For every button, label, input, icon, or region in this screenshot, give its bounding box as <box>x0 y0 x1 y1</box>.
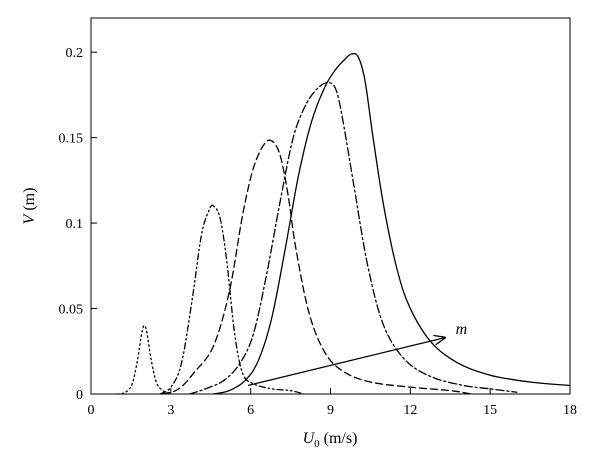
x-tick-label: 18 <box>563 403 577 418</box>
series-line-dashed <box>162 139 473 395</box>
x-tick-label: 12 <box>403 403 417 418</box>
x-tick-label: 15 <box>483 403 497 418</box>
x-axis-label: U0 (m/s) <box>303 430 358 450</box>
y-axis-label: V (m) <box>21 188 38 225</box>
x-tick-label: 9 <box>327 403 334 418</box>
series-line-dash-dot <box>188 81 518 395</box>
series-line-solid <box>212 52 571 395</box>
y-tick-label: 0.1 <box>66 217 84 232</box>
series-group <box>116 52 571 395</box>
plot-frame <box>90 17 571 395</box>
series-line-dash-dot-dot <box>159 204 305 395</box>
x-tick-label: 0 <box>88 403 95 418</box>
y-tick-label: 0.15 <box>59 132 84 147</box>
series-line-dotted <box>116 324 172 395</box>
y-tick-label: 0.05 <box>59 303 84 318</box>
y-tick-label: 0 <box>76 388 83 403</box>
annotation-label: m <box>456 321 468 338</box>
x-tick-label: 6 <box>247 403 254 418</box>
y-tick-label: 0.2 <box>66 46 84 61</box>
x-axis-ticks: 0 3 6 9 12 15 18 <box>88 388 577 418</box>
annotation-group: m <box>247 321 468 387</box>
y-axis-ticks: 0 0.05 0.1 0.15 0.2 <box>59 46 97 403</box>
x-tick-label: 3 <box>167 403 174 418</box>
annotation-arrow <box>247 338 445 387</box>
